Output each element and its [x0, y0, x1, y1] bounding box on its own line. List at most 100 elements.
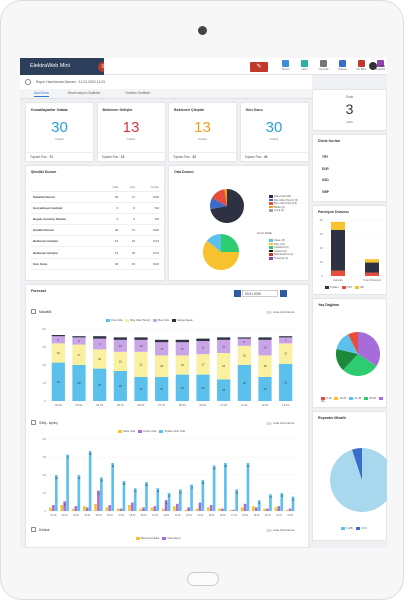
toolbar-item-4[interactable]: Ön Büro [352, 59, 371, 74]
tab-yonetim-grafikleri[interactable]: Yönetim Grafikleri [125, 91, 151, 95]
y-tick-label: 45 [43, 455, 47, 459]
legend-label: Maintenance (1) [274, 253, 294, 257]
tab-ana-ekran[interactable]: Ana Ekran [34, 91, 49, 97]
table-header-cell: Oda [101, 183, 121, 192]
bar [229, 509, 233, 511]
x-tick-label: 22.01 [287, 514, 294, 517]
bar-segment [258, 337, 272, 340]
kpi-unit: Odalar [269, 137, 279, 141]
legend-label: Touched (1) [274, 256, 289, 260]
bar-segment [217, 337, 231, 340]
age-card: Yaş Dağılımı 0-18 19-30 31-45 46-60 60+ [312, 298, 387, 408]
bar-segment [258, 355, 272, 377]
exchange-title: Döviz Kurları [318, 139, 341, 143]
bar-segment [196, 338, 210, 341]
bar-segment [196, 374, 210, 401]
bar [254, 507, 258, 511]
bar-segment [279, 337, 293, 344]
kpi-footer-label: Toplam Pax : [101, 155, 120, 159]
x-tick-label: Kahvaltı [333, 278, 343, 282]
chart1-list-toggle[interactable]: Liste Görünümü [266, 310, 294, 314]
bar [97, 490, 100, 511]
kpi-card[interactable]: Beklenen Gelişler 13 Odalar Toplam Pax :… [96, 102, 166, 162]
data-label: 16 [57, 351, 60, 355]
date-day: 3 [345, 101, 354, 117]
bar [252, 506, 255, 511]
legend-item: Ayrılış Oda [137, 430, 156, 433]
bar-segment [279, 343, 293, 364]
home-button[interactable] [187, 572, 219, 586]
legend-swatch [325, 286, 329, 289]
legend-item: AB [355, 286, 364, 289]
avatar[interactable] [369, 62, 377, 70]
y-tick-label: 15 [43, 491, 47, 495]
menu-toggle-button[interactable]: ≡ [98, 62, 108, 72]
toolbar-item-5[interactable]: Raporlar [371, 59, 387, 74]
toolbar-item-0[interactable]: Durum [276, 59, 295, 74]
date-next-button[interactable] [280, 290, 287, 297]
y-tick-label: 0 [44, 509, 46, 513]
bar [291, 496, 295, 511]
calendar-icon [31, 309, 36, 314]
kpi-footer: Toplam Pax : 32 [169, 152, 236, 161]
data-label: 9 [99, 342, 101, 346]
table-cell: 10 [120, 235, 138, 248]
chart3-legend: Mevcut Doluluk Oda Sayısı [136, 537, 184, 540]
bar [224, 463, 227, 511]
chart3-list-toggle[interactable]: Liste Görünümü [266, 528, 294, 532]
report-time: Rapor Hazırlanma Zamanı : 11.03.2020 14:… [36, 80, 105, 84]
legend-label: Geliş Oda [123, 430, 135, 433]
kpi-title: Beklenen Çıkışlar [174, 108, 204, 112]
date-input[interactable]: 03.01.2020 [242, 290, 278, 297]
pie-slice-clean [207, 234, 221, 252]
data-label: 20 [140, 387, 143, 391]
legend-item: Touched (1) [269, 257, 293, 261]
toolbar-item-2[interactable]: Yorumlar [314, 59, 333, 74]
chart-musaitlik: 0 15 30 45 60 32 16 6 02.01 30 17 6 03.01 27 16 9 04.01 2… [43, 327, 296, 407]
kpi-unit: Odalar [54, 137, 64, 141]
table-cell: %30 [137, 191, 161, 204]
app-screen: ElektraWeb Mini ≡ ✎ Durum Hızlıl Yorumlar Ö… [20, 58, 387, 548]
legend-label: Dirty (12) [274, 242, 286, 246]
data-label: 10 [119, 344, 122, 348]
legend-label: Boş Oda (Kirli) (12) [274, 202, 297, 206]
date-prev-button[interactable] [234, 290, 241, 297]
data-label: 47 [66, 457, 69, 460]
kpi-card[interactable]: Konaklayanlar Odalar 30 Odalar Toplam Pa… [25, 102, 94, 162]
bar-segment [217, 339, 231, 353]
legend-swatch [334, 397, 339, 400]
status-table: Oda Kişi Yüzde Sabahki Durum 30 71 %30 Gerçekle… [31, 183, 161, 270]
data-label: 13 [264, 346, 267, 350]
legend-item: Boş Oda (Temiz) (5) [269, 199, 298, 203]
table-cell: %0 [137, 213, 161, 226]
kpi-card[interactable]: Gün Sonu 30 Odalar Toplam Pax : 49 [239, 102, 309, 162]
x-tick-label: 05.01 [117, 403, 124, 407]
bar [54, 475, 58, 511]
tools-button[interactable]: ✎ [250, 62, 268, 72]
x-tick-label: 17.01 [231, 514, 238, 517]
bar [49, 507, 52, 511]
x-tick-label: 18.01 [242, 514, 249, 517]
gear-icon[interactable] [25, 79, 31, 85]
top-toolbar: ✎ Durum Hızlıl Yorumlar Ödeme Ön Büro Raporla… [104, 58, 387, 75]
table-header: Oda Kişi Yüzde [31, 183, 161, 192]
table-cell: 0 [101, 202, 121, 215]
legend-item: Dirty (12) [269, 243, 293, 247]
x-tick-label: Yarım Pansiyon [363, 278, 382, 282]
bar-segment [331, 229, 345, 271]
brand-name: ElektraWeb Mini [30, 63, 70, 69]
x-tick-label: 19.01 [254, 514, 261, 517]
data-label: 12 [292, 499, 295, 502]
bar [288, 508, 292, 511]
legend-item: Bloke (2) [269, 206, 298, 210]
kpi-card[interactable]: Beklenen Çıkışlar 13 Odalar Toplam Pax :… [168, 102, 237, 162]
toolbar-item-1[interactable]: Hızlıl [295, 59, 314, 74]
bar [190, 484, 193, 511]
toolbar-item-3[interactable]: Ödeme [333, 59, 352, 74]
x-tick-label: 04.01 [96, 403, 103, 407]
bar [280, 493, 284, 511]
chart2-list-toggle[interactable]: Liste Görünümü [266, 421, 294, 425]
kpi-title: Gün Sonu [245, 108, 263, 112]
data-label: 40 [111, 465, 114, 468]
tab-rezervasyon-grafikleri[interactable]: Rezervasyon Grafikleri [68, 91, 101, 95]
